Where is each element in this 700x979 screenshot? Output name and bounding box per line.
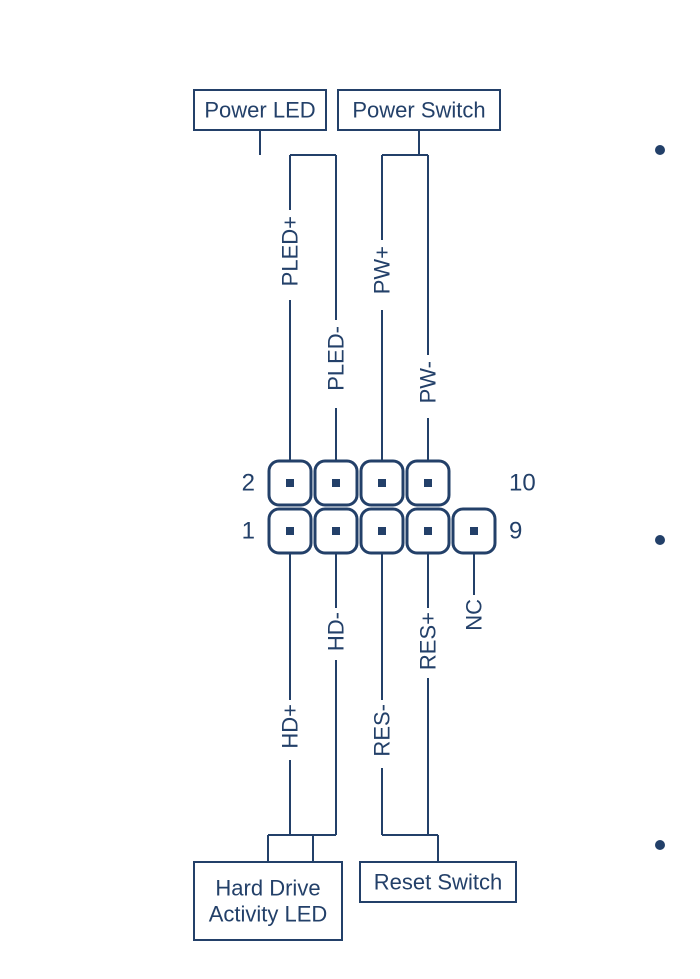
label-res-plus: RES+	[416, 612, 441, 670]
front-panel-header-diagram: 2 1 10 9 Power LED Power Switch Hard DriveActi…	[0, 0, 700, 979]
bullet-dot	[655, 535, 665, 545]
pin-number-9: 9	[509, 518, 522, 545]
label-pled-minus: PLED-	[324, 326, 349, 391]
pin-dot	[378, 479, 386, 487]
hdd-led-box-label: Activity LED	[209, 902, 328, 927]
label-hd-plus: HD+	[278, 704, 303, 749]
pin-number-2: 2	[242, 470, 255, 497]
pin-dot	[424, 479, 432, 487]
label-hd-minus: HD-	[324, 612, 349, 651]
bullet-dot	[655, 840, 665, 850]
label-nc: NC	[462, 599, 487, 631]
pin-number-1: 1	[242, 518, 255, 545]
label-pled-plus: PLED+	[278, 216, 303, 286]
label-pw-plus: PW+	[370, 246, 395, 294]
power-led-box-label: Power LED	[204, 98, 315, 123]
pin-dot	[332, 479, 340, 487]
label-pw-minus: PW-	[416, 361, 441, 403]
pin-dot	[286, 527, 294, 535]
pin-dot	[424, 527, 432, 535]
pin-dot	[470, 527, 478, 535]
bullet-dot	[655, 145, 665, 155]
label-res-minus: RES-	[370, 704, 395, 757]
pin-dot	[332, 527, 340, 535]
pin-number-10: 10	[509, 470, 536, 497]
pin-dot	[286, 479, 294, 487]
reset-switch-box-label: Reset Switch	[374, 870, 502, 895]
pin-dot	[378, 527, 386, 535]
hdd-led-box-label: Hard Drive	[215, 876, 320, 901]
power-switch-box-label: Power Switch	[352, 98, 485, 123]
